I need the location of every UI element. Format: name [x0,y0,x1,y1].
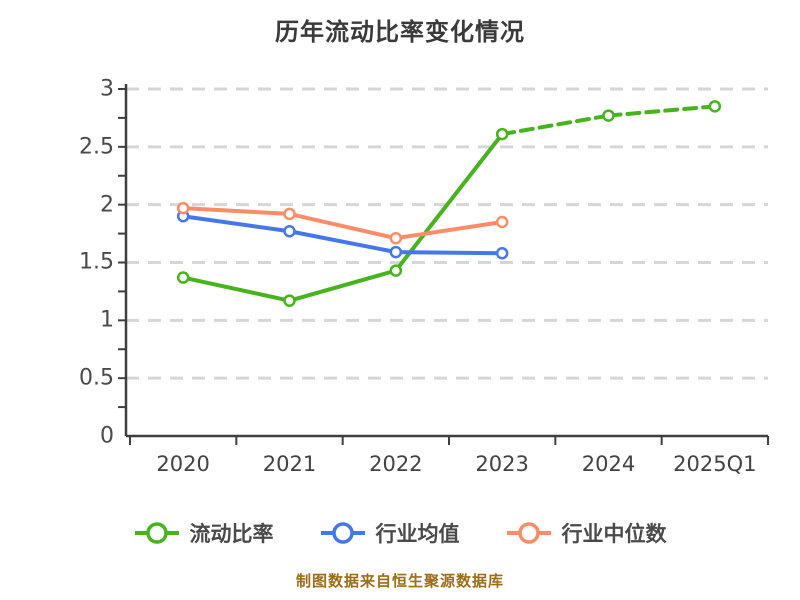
x-tick-label: 2024 [581,452,636,476]
data-point [283,294,296,307]
legend-marker-icon [506,522,551,544]
data-point [283,207,296,221]
series-segment [181,214,292,234]
x-tick-label: 2020 [156,452,210,476]
series-segment [393,132,505,273]
series-segment [500,113,611,137]
data-point [495,127,509,141]
series-segment [181,206,292,216]
x-tick-label: 2022 [369,452,423,476]
legend-label: 流动比率 [189,522,274,546]
legend-marker-icon [320,522,365,544]
data-point [176,271,190,284]
legend-item[interactable]: 行业均值 [320,518,460,548]
data-point [389,245,403,259]
data-point [389,264,403,277]
series-segment [393,220,505,241]
y-tick-label: 3 [100,76,114,102]
data-point [602,109,615,122]
x-tick-label: 2023 [475,452,529,476]
data-point [495,246,509,260]
legend-marker-icon [134,522,179,544]
y-tick-label: 1 [100,307,114,333]
data-point [708,100,722,113]
y-tick-label: 0.5 [79,365,114,391]
legend-label: 行业中位数 [561,522,667,546]
legend: 流动比率 行业均值 行业中位数 [0,518,800,548]
y-tick-label: 2.5 [79,134,114,160]
x-tick-label: 2025Q1 [673,452,757,476]
data-point [495,215,509,229]
series-segment [287,229,398,255]
legend-item[interactable]: 流动比率 [134,518,274,548]
series-segment [287,211,398,241]
series-segment [287,268,398,303]
chart-title: 历年流动比率变化情况 [275,18,525,46]
data-point [283,225,296,238]
data-point [389,231,403,245]
x-tick-label: 2021 [262,452,317,476]
series-segment [181,275,292,303]
data-point [176,201,190,215]
data-source-caption: 制图数据来自恒生聚源数据库 [295,572,504,590]
series-segment [606,104,717,118]
legend-label: 行业均值 [375,522,460,546]
legend-item[interactable]: 行业中位数 [506,518,667,548]
y-tick-label: 1.5 [79,249,114,275]
series-segment [393,250,505,256]
y-tick-label: 0 [100,423,114,449]
y-tick-label: 2 [100,192,114,218]
